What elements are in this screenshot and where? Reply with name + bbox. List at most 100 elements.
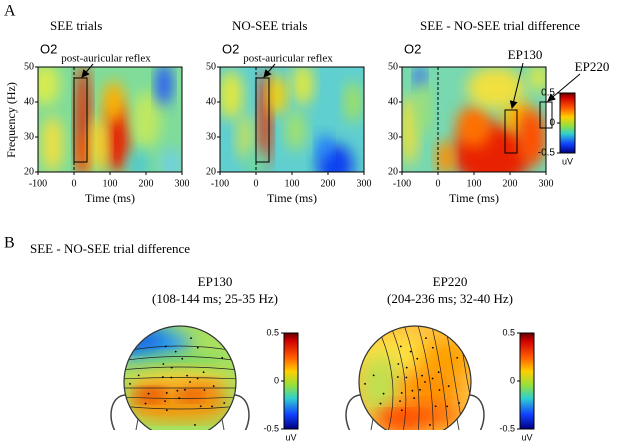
- electrode: [174, 350, 177, 353]
- annotation: post-auricular reflex: [243, 53, 333, 65]
- x-tick-label: 0: [436, 178, 441, 189]
- colorbar-tick-label: 0.5: [541, 88, 555, 99]
- electrode: [411, 389, 414, 392]
- plot-title: SEE trials: [50, 18, 102, 33]
- heatmap-blob: [41, 116, 64, 172]
- y-tick-label: 30: [388, 131, 398, 142]
- x-tick-label: 200: [139, 178, 154, 189]
- x-tick-label: -100: [393, 178, 411, 189]
- heatmap-blob: [517, 109, 546, 165]
- electrode: [421, 374, 423, 377]
- electrode: [211, 405, 213, 408]
- heatmap: [220, 67, 364, 172]
- arrow: [509, 62, 524, 109]
- electrode: [438, 389, 441, 391]
- heatmap-blob: [258, 70, 272, 169]
- annotation: post-auricular reflex: [61, 53, 151, 65]
- x-tick-label: 300: [357, 178, 372, 189]
- heatmap-blob: [128, 151, 150, 172]
- panel-label: A: [4, 3, 16, 20]
- electrode: [144, 402, 147, 405]
- annotation: EP220: [575, 59, 610, 74]
- electrode: [382, 392, 385, 395]
- y-tick-label: 20: [388, 166, 398, 177]
- contour: [124, 366, 236, 371]
- electrode: [162, 363, 165, 365]
- channel-label: O2: [222, 41, 239, 56]
- x-tick-label: 100: [285, 178, 300, 189]
- y-tick-label: 50: [24, 61, 34, 72]
- y-axis-label: Frequency (Hz): [4, 82, 18, 158]
- electrode: [186, 374, 188, 377]
- electrode: [396, 376, 399, 378]
- electrode: [364, 382, 366, 385]
- electrode: [399, 400, 401, 403]
- contour: [388, 326, 407, 438]
- heatmap-blob: [292, 67, 314, 106]
- y-tick-label: 30: [206, 131, 216, 142]
- map-title: EP220: [433, 274, 468, 289]
- electrode: [202, 371, 205, 374]
- colorbar-tick-label: 0: [549, 118, 555, 129]
- electrode: [379, 402, 382, 405]
- x-axis-label: Time (ms): [85, 191, 135, 205]
- heatmap-blob: [156, 67, 172, 106]
- plot-title: NO-SEE trials: [232, 18, 307, 33]
- topomap-blob: [138, 389, 162, 401]
- heatmap-blob: [90, 116, 109, 172]
- electrode: [431, 377, 434, 380]
- head-cut: [110, 430, 250, 441]
- y-tick-label: 40: [24, 96, 34, 107]
- heatmap-blob: [416, 81, 431, 137]
- roi-box: [504, 109, 518, 154]
- topomap-blob: [360, 355, 400, 415]
- colorbar: [283, 332, 299, 430]
- y-tick-label: 20: [24, 166, 34, 177]
- colorbar: [559, 92, 576, 154]
- electrode: [399, 345, 402, 348]
- colorbar-tick-label: -0.5: [538, 148, 556, 159]
- electrode: [221, 356, 224, 359]
- heatmap-blob: [236, 112, 255, 162]
- electrode: [161, 376, 164, 378]
- heatmap-blob: [402, 95, 419, 165]
- colorbar-tick-label: 0: [510, 375, 515, 385]
- x-tick-label: 300: [539, 178, 554, 189]
- colorbar-tick-label: 0.5: [502, 327, 515, 337]
- heatmap-blob: [38, 67, 60, 106]
- x-tick-label: 0: [254, 178, 259, 189]
- electrode: [458, 402, 461, 404]
- arrow: [81, 63, 94, 78]
- electrode: [176, 389, 179, 392]
- electrode: [447, 385, 450, 388]
- electrode: [196, 377, 199, 380]
- contour: [124, 405, 236, 410]
- electrode: [170, 376, 173, 379]
- electrode: [147, 392, 150, 395]
- electrode: [196, 346, 199, 349]
- electrode: [203, 389, 206, 391]
- electrode: [424, 381, 426, 383]
- electrode: [223, 402, 226, 404]
- heatmap-blob: [220, 70, 244, 120]
- heatmap-blob: [466, 67, 525, 109]
- electrode: [164, 400, 166, 403]
- electrode: [190, 337, 192, 340]
- electrode: [178, 397, 181, 400]
- contour: [402, 326, 420, 438]
- electrode: [181, 357, 184, 360]
- heatmap-blob: [456, 105, 492, 148]
- map-title: EP130: [198, 274, 233, 289]
- roi-box: [539, 101, 553, 129]
- electrode: [189, 381, 191, 383]
- x-tick-label: 200: [321, 178, 336, 189]
- arrow: [263, 63, 276, 78]
- topomap-blob: [420, 340, 470, 380]
- electrode: [446, 405, 448, 408]
- map-subtitle: (204-236 ms; 32-40 Hz): [387, 291, 513, 306]
- electrode: [429, 424, 431, 426]
- annotation: EP130: [508, 47, 543, 62]
- roi-box: [255, 77, 270, 163]
- heatmap-blob: [436, 140, 455, 172]
- electrode: [400, 409, 403, 412]
